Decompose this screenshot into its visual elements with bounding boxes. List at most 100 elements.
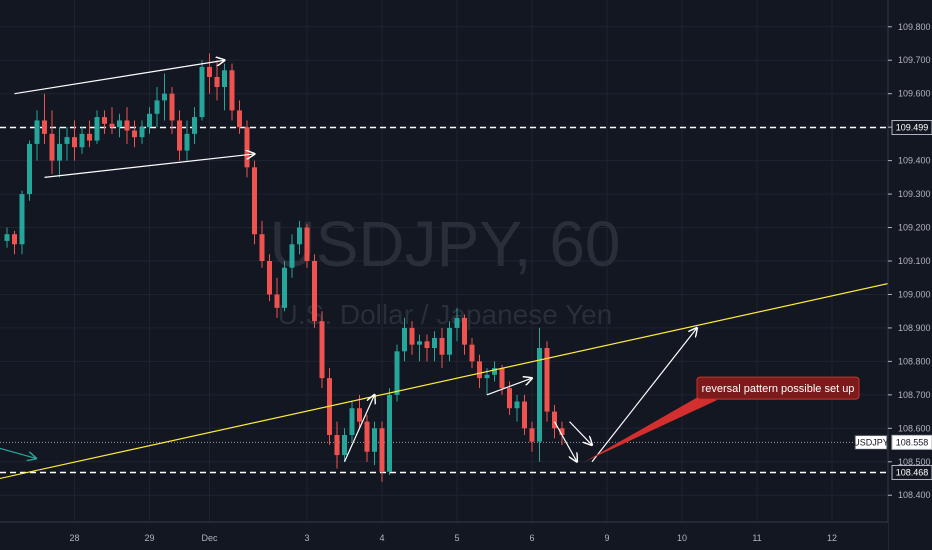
candle <box>252 167 257 235</box>
candle <box>357 408 362 422</box>
candle <box>94 117 100 141</box>
candle <box>162 93 167 101</box>
candle <box>177 120 182 151</box>
watermark: USDJPY, 60 U.S. Dollar / Japanese Yen <box>270 208 621 330</box>
candle <box>514 401 520 409</box>
candle <box>169 93 175 121</box>
annotation-box <box>696 376 860 400</box>
candle <box>454 317 460 328</box>
x-axis[interactable]: 28 29 Dec 3 4 5 6 9 10 11 12 <box>0 521 888 550</box>
y-tick-label: 109.200 <box>898 223 931 233</box>
trendline <box>0 280 900 480</box>
candle <box>12 234 17 245</box>
candle <box>124 120 130 131</box>
candle <box>57 143 62 161</box>
candle <box>289 244 295 268</box>
y-tick-label: 108.700 <box>898 390 931 400</box>
y-tick-label: 109.100 <box>898 256 931 266</box>
candle <box>184 133 190 151</box>
candle <box>109 123 115 128</box>
watermark-symbol: USDJPY, 60 <box>270 208 621 280</box>
y-tick-label: 108.400 <box>898 490 931 500</box>
candle <box>447 327 452 355</box>
candle <box>349 408 355 435</box>
y-tick-label: 109.700 <box>898 55 931 65</box>
arrow <box>14 60 225 95</box>
candle <box>379 428 385 472</box>
candle <box>297 227 302 245</box>
arrow <box>486 378 532 396</box>
y-tick-label: 108.900 <box>898 323 931 333</box>
x-tick-label: 12 <box>827 533 837 543</box>
candle <box>42 120 47 134</box>
candle <box>334 435 340 456</box>
horizontal-lines <box>0 126 888 474</box>
price-tag-name-box <box>854 434 888 450</box>
y-tick-label: 108.800 <box>898 356 931 366</box>
candle <box>522 401 527 429</box>
price-tag-box <box>891 464 932 480</box>
y-axis-bg <box>888 0 932 550</box>
arrow <box>553 421 578 462</box>
x-tick-label: 29 <box>144 533 154 543</box>
candle <box>19 194 25 245</box>
candle <box>49 133 55 161</box>
y-tick-label: 108.600 <box>898 423 931 433</box>
candle <box>394 351 400 395</box>
candle <box>132 130 137 138</box>
candle <box>484 374 490 379</box>
candle <box>117 120 122 128</box>
arrow <box>569 421 593 445</box>
candle <box>34 120 40 144</box>
candle <box>139 127 145 138</box>
candle <box>244 127 250 168</box>
watermark-instrument: U.S. Dollar / Japanese Yen <box>278 299 613 330</box>
candle <box>372 428 377 452</box>
candle <box>267 261 272 295</box>
price-tag-box <box>891 434 932 450</box>
candle <box>529 428 535 442</box>
annotation-text: reversal pattern possible set up <box>702 383 855 395</box>
candle <box>319 321 325 379</box>
edge-arrow <box>0 447 36 458</box>
candle <box>64 137 70 144</box>
x-axis-bg <box>0 522 888 550</box>
x-tick-label: 28 <box>69 533 79 543</box>
candle <box>102 117 107 124</box>
y-tick-label: 108.500 <box>898 457 931 467</box>
candle <box>424 341 430 348</box>
candle <box>237 110 242 128</box>
x-tick-label: 10 <box>677 533 687 543</box>
x-tick-label: 3 <box>304 533 309 543</box>
candle <box>342 435 347 456</box>
x-tick-label: 5 <box>454 533 459 543</box>
candle <box>4 234 10 241</box>
candle <box>207 66 212 77</box>
arrow <box>343 395 375 463</box>
candle <box>552 411 557 429</box>
x-tick-label: Dec <box>201 533 218 543</box>
candle <box>492 368 497 375</box>
y-axis[interactable]: 109.800109.700109.600109.500109.400109.3… <box>887 0 932 550</box>
candle <box>477 361 482 379</box>
candle <box>79 133 85 148</box>
candle <box>499 368 505 389</box>
candle <box>364 421 370 452</box>
candle <box>154 100 160 114</box>
candle <box>199 66 205 118</box>
drawings: reversal pattern possible set up <box>0 60 900 480</box>
candle <box>409 327 415 345</box>
candle <box>432 337 437 348</box>
candle <box>402 327 407 352</box>
price-tag-value: 108.558 <box>896 437 929 447</box>
candle <box>259 234 265 261</box>
candle <box>214 76 220 87</box>
x-tick-label: 4 <box>379 533 384 543</box>
candle <box>439 337 445 355</box>
candle <box>147 113 152 128</box>
candle <box>72 137 77 148</box>
y-tick-label: 109.800 <box>898 22 931 32</box>
candle <box>87 133 92 141</box>
candle <box>304 227 310 261</box>
